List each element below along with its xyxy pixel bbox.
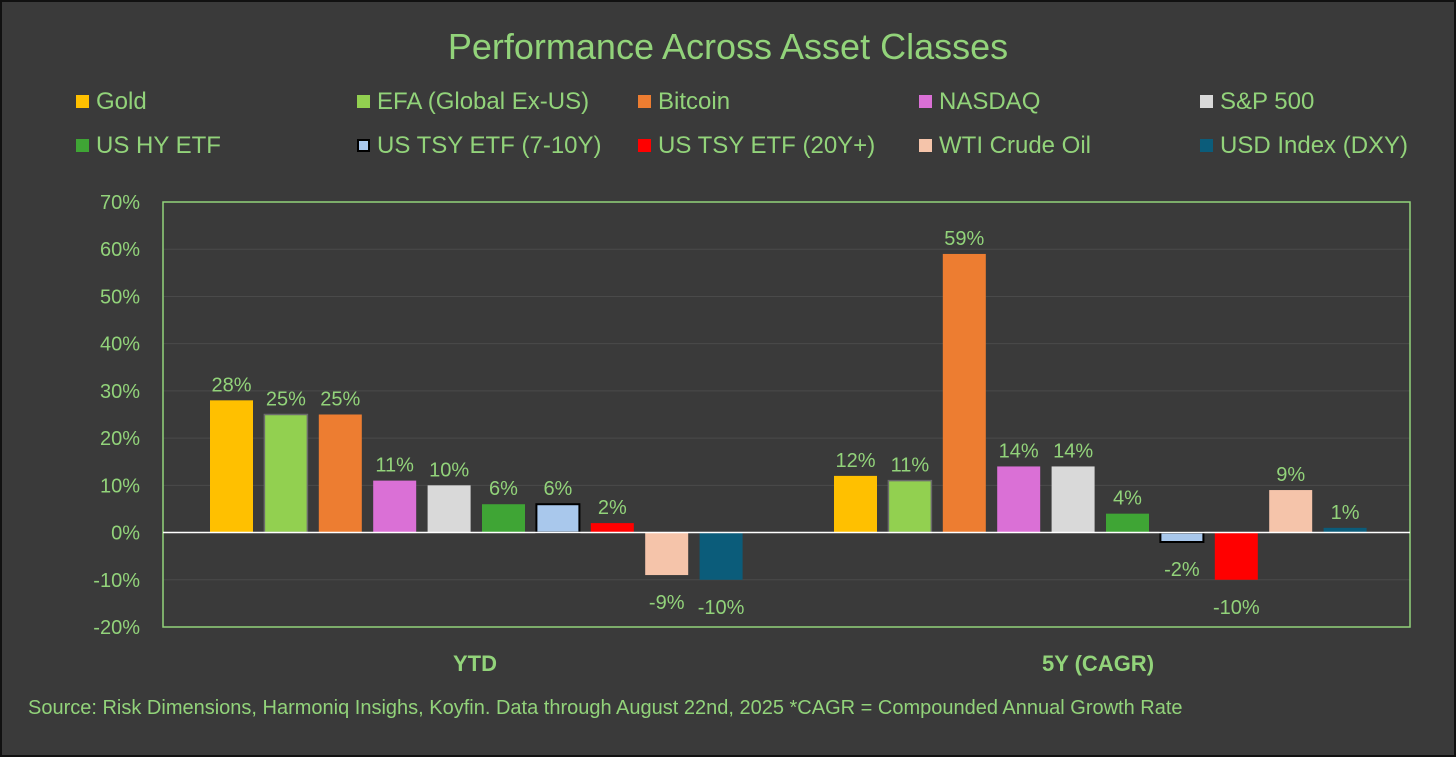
legend-label: US TSY ETF (20Y+): [658, 132, 876, 159]
y-tick-label: 10%: [100, 475, 140, 497]
legend-swatch-nasdaq: [919, 95, 932, 108]
data-label: 28%: [211, 374, 251, 396]
data-label: 6%: [489, 478, 518, 500]
bar-us-hy-etf-5y: [1106, 513, 1149, 533]
y-tick-label: 0%: [111, 523, 140, 545]
data-label: 6%: [543, 478, 572, 500]
legend-swatch-sp500: [1200, 95, 1213, 108]
bar-us-hy-etf-ytd: [482, 504, 525, 533]
data-label: 10%: [429, 459, 469, 481]
legend-label: US TSY ETF (7-10Y): [377, 132, 602, 159]
x-category-label: YTD: [453, 651, 497, 676]
data-label: 14%: [999, 440, 1039, 462]
bar-us-tsy-etf-20y--5y: [1214, 532, 1258, 580]
legend-swatch-bitcoin: [638, 95, 651, 108]
bar-us-tsy-etf-7-10y--5y: [1159, 531, 1205, 543]
legend-swatch-gold: [76, 95, 89, 108]
legend-item-usd-index: USD Index (DXY): [1200, 133, 1408, 159]
legend-item-us-tsy-20y: US TSY ETF (20Y+): [638, 133, 875, 159]
data-label: -2%: [1164, 559, 1200, 581]
data-label: -9%: [649, 592, 685, 614]
plot-area-border: [162, 201, 1411, 628]
legend-swatch-usd-index: [1200, 139, 1213, 152]
data-label: 25%: [320, 389, 360, 411]
legend-label: EFA (Global Ex-US): [377, 88, 590, 115]
bar-usd-index-dxy--5y: [1323, 527, 1367, 533]
y-tick-label: 20%: [100, 428, 140, 450]
data-label: 59%: [944, 228, 984, 250]
legend-swatch-us-hy-etf: [76, 139, 89, 152]
data-label: 1%: [1331, 502, 1360, 524]
y-tick-label: 70%: [100, 192, 140, 214]
legend-item-nasdaq: NASDAQ: [919, 89, 1040, 115]
legend-label: WTI Crude Oil: [939, 132, 1092, 159]
data-label: 12%: [835, 450, 875, 472]
data-label: 9%: [1276, 464, 1305, 486]
bar-wti-crude-oil-ytd: [645, 532, 689, 576]
y-tick-label: 40%: [100, 334, 140, 356]
legend-item-gold: Gold: [76, 89, 147, 115]
bar-bitcoin-ytd: [318, 414, 362, 533]
bar-s-p-500-5y: [1051, 466, 1095, 533]
y-tick-label: 30%: [100, 381, 140, 403]
x-category-label: 5Y (CAGR): [1042, 651, 1154, 676]
legend-item-us-tsy-7-10y: US TSY ETF (7-10Y): [357, 133, 602, 159]
legend-swatch-efa: [357, 95, 370, 108]
source-note: Source: Risk Dimensions, Harmoniq Insigh…: [28, 697, 1183, 719]
y-tick-label: -20%: [93, 617, 140, 639]
data-label: -10%: [1213, 597, 1260, 619]
bar-efa-global-ex-us--5y: [887, 479, 933, 534]
bar-s-p-500-ytd: [427, 485, 471, 533]
legend-item-efa: EFA (Global Ex-US): [357, 89, 589, 115]
legend-label: US HY ETF: [96, 132, 221, 159]
legend-swatch-wti-crude: [919, 139, 932, 152]
data-label: 25%: [266, 389, 306, 411]
legend-label: Gold: [96, 88, 147, 115]
legend-label: S&P 500: [1220, 88, 1315, 115]
bar-us-tsy-etf-7-10y--ytd: [535, 503, 581, 534]
bar-gold-5y: [834, 475, 877, 533]
data-label: 2%: [598, 497, 627, 519]
bar-bitcoin-5y: [942, 253, 986, 533]
legend-item-sp500: S&P 500: [1200, 89, 1314, 115]
bar-us-tsy-etf-20y--ytd: [590, 523, 634, 533]
data-label: 14%: [1053, 440, 1093, 462]
y-tick-label: 50%: [100, 286, 140, 308]
y-tick-label: -10%: [93, 570, 140, 592]
data-label: 11%: [891, 455, 930, 477]
bar-usd-index-dxy--ytd: [699, 532, 743, 580]
bar-gold-ytd: [210, 400, 253, 533]
legend-label: NASDAQ: [939, 88, 1041, 115]
bar-efa-global-ex-us--ytd: [263, 413, 309, 534]
data-label: 4%: [1113, 488, 1142, 510]
chart-title: Performance Across Asset Classes: [447, 26, 1009, 67]
legend-swatch-us-tsy-7-10y: [357, 139, 370, 152]
bar-nasdaq-ytd: [373, 480, 417, 533]
legend-swatch-us-tsy-20y: [638, 139, 651, 152]
data-label: -10%: [698, 597, 745, 619]
bar-nasdaq-5y: [997, 466, 1041, 533]
bar-wti-crude-oil-5y: [1269, 490, 1313, 533]
legend-label: Bitcoin: [658, 88, 731, 115]
y-tick-label: 60%: [100, 239, 140, 261]
legend-item-us-hy-etf: US HY ETF: [76, 133, 221, 159]
legend-item-wti-crude: WTI Crude Oil: [919, 133, 1091, 159]
data-label: 11%: [375, 455, 414, 477]
legend-item-bitcoin: Bitcoin: [638, 89, 730, 115]
legend-label: USD Index (DXY): [1220, 132, 1409, 159]
